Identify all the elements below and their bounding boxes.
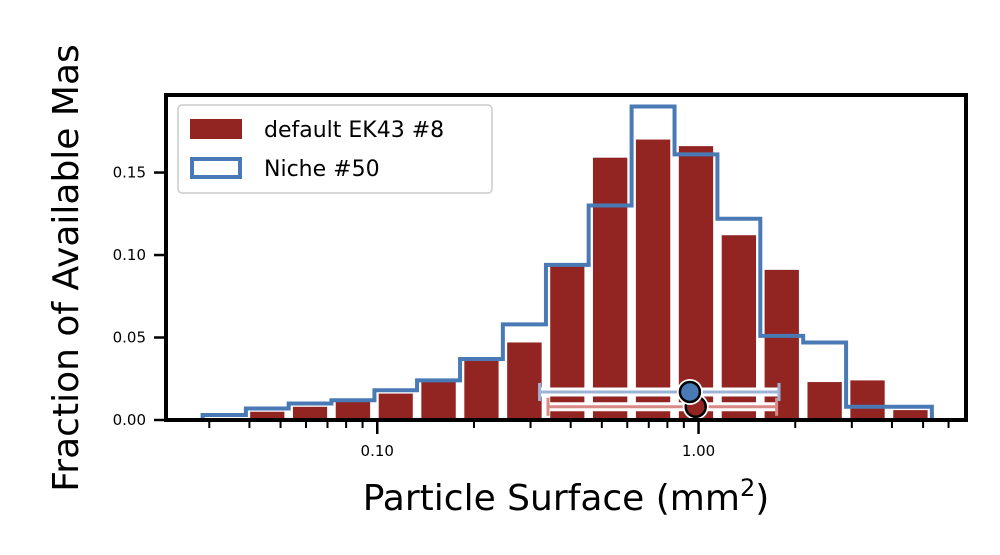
legend-label-default-ek43: default EK43 #8 bbox=[264, 118, 444, 143]
marker-niche bbox=[678, 380, 702, 404]
x-tick-label: 0.10 bbox=[361, 442, 394, 460]
bar-default-ek43 bbox=[421, 378, 456, 420]
y-axis-ticks: 0.00 0.05 0.10 0.15 bbox=[113, 164, 166, 429]
step-line-niche bbox=[200, 104, 934, 420]
plot-frame bbox=[164, 93, 968, 422]
bar-default-ek43 bbox=[592, 157, 628, 420]
bar-default-ek43 bbox=[550, 263, 585, 420]
bar-default-ek43 bbox=[335, 401, 371, 420]
bar-default-ek43 bbox=[464, 360, 499, 420]
y-tick-label: 0.00 bbox=[113, 411, 146, 429]
bar-default-ek43 bbox=[764, 269, 799, 420]
bar-default-ek43 bbox=[893, 410, 928, 420]
bar-default-ek43 bbox=[678, 146, 714, 420]
bar-default-ek43 bbox=[850, 380, 885, 420]
bar-default-ek43 bbox=[292, 406, 328, 420]
x-axis-title: Particle Surface (mm2) bbox=[363, 474, 770, 519]
y-axis-title: Fraction of Available Mas bbox=[46, 44, 87, 492]
x-tick-label: 1.00 bbox=[682, 442, 715, 460]
legend: default EK43 #8 Niche #50 bbox=[177, 104, 493, 194]
bar-default-ek43 bbox=[250, 411, 285, 420]
bar-default-ek43 bbox=[635, 139, 671, 420]
bar-default-ek43 bbox=[378, 393, 413, 420]
y-tick-label: 0.05 bbox=[113, 329, 146, 347]
step-series-group bbox=[200, 104, 934, 420]
legend-frame bbox=[177, 104, 493, 194]
bar-default-ek43 bbox=[507, 342, 542, 420]
bar-default-ek43 bbox=[807, 382, 842, 420]
y-tick-label: 0.15 bbox=[113, 164, 146, 182]
legend-label-niche: Niche #50 bbox=[264, 157, 380, 182]
legend-swatch-default-ek43 bbox=[190, 119, 242, 139]
errorbar-group bbox=[538, 378, 781, 420]
legend-swatch-niche bbox=[190, 157, 242, 179]
y-tick-label: 0.10 bbox=[113, 246, 146, 264]
x-axis-ticks: 0.10 1.00 bbox=[208, 420, 950, 460]
